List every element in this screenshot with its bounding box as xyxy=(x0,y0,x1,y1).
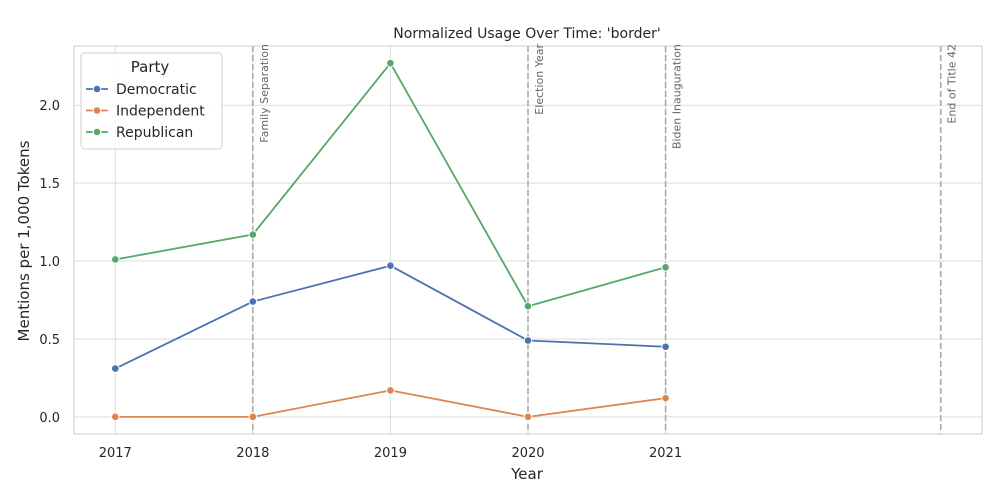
annotation-lines xyxy=(252,46,942,434)
x-tick-label: 2018 xyxy=(236,446,269,461)
data-point xyxy=(386,58,395,68)
data-point xyxy=(386,386,395,395)
annotation-label: Family Separation xyxy=(258,44,271,143)
x-tick-label: 2019 xyxy=(374,446,407,461)
y-tick-label: 0.0 xyxy=(39,411,60,426)
annotation-label: End of Title 42 xyxy=(946,44,959,124)
data-point xyxy=(248,412,258,422)
x-tick-label: 2021 xyxy=(649,446,682,461)
data-point xyxy=(661,342,670,352)
legend: Party Democratic Independent Republican xyxy=(80,52,223,150)
plot-frame xyxy=(73,45,983,435)
series-group xyxy=(110,58,670,422)
annotation-label: Election Year xyxy=(533,44,546,115)
x-tick-label: 2020 xyxy=(511,446,544,461)
data-point xyxy=(386,261,395,271)
legend-item-label: Democratic xyxy=(116,82,197,98)
data-point xyxy=(523,301,533,311)
y-axis-label: Mentions per 1,000 Tokens xyxy=(15,140,33,341)
data-point xyxy=(110,255,120,264)
data-point xyxy=(248,297,258,306)
legend-swatch-marker xyxy=(92,127,102,137)
annotation-label: Biden Inauguration xyxy=(671,44,684,149)
y-tick-label: 0.5 xyxy=(39,333,60,348)
data-point xyxy=(523,336,533,345)
y-tick-label: 1.0 xyxy=(39,255,60,270)
y-tick-label: 1.5 xyxy=(39,177,60,192)
data-point xyxy=(523,412,533,422)
legend-box xyxy=(80,52,223,150)
data-point xyxy=(661,393,670,403)
legend-items: Democratic Independent Republican xyxy=(86,82,205,141)
data-point xyxy=(248,230,258,239)
tick-labels: 2017 2018 2019 2020 2021 0.0 0.5 1.0 1.5 2.0 xyxy=(39,99,682,461)
x-axis-label: Year xyxy=(510,465,544,483)
legend-title: Party xyxy=(131,58,170,76)
x-tick-label: 2017 xyxy=(99,446,132,461)
legend-swatch-marker xyxy=(92,84,102,94)
legend-item-label: Independent xyxy=(116,104,205,120)
data-point xyxy=(110,412,120,422)
data-point xyxy=(661,262,670,272)
y-tick-label: 2.0 xyxy=(39,99,60,114)
legend-item-label: Republican xyxy=(116,125,193,141)
chart-title: Normalized Usage Over Time: 'border' xyxy=(393,26,660,42)
annotation-labels: Family Separation Election Year Biden Inau… xyxy=(258,44,959,150)
legend-swatch-marker xyxy=(92,106,102,115)
data-point xyxy=(110,364,120,373)
